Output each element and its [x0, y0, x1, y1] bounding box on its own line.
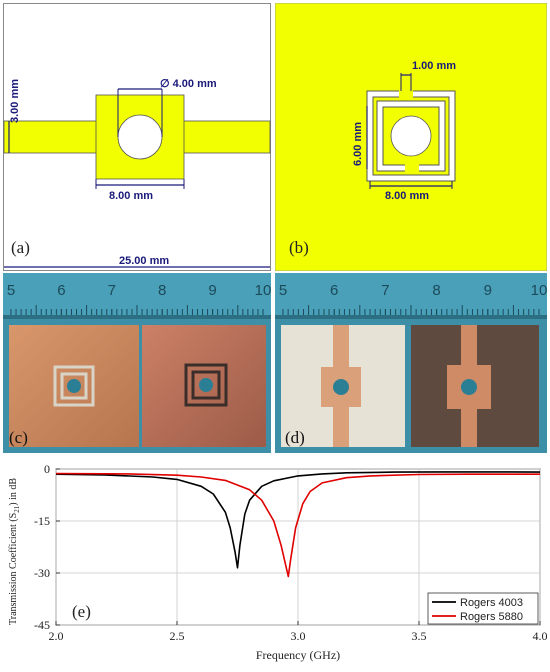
- x-tick-label: 3.0: [291, 629, 306, 643]
- ruler-number: 9: [208, 282, 216, 299]
- ruler-number: 8: [432, 282, 440, 299]
- sample-1-outer-ring: [53, 365, 95, 407]
- ruler-number: 8: [158, 282, 166, 299]
- legend-entry: Rogers 5880: [460, 611, 523, 623]
- dim-height-label: 3.00 mm: [9, 79, 21, 123]
- panel-e-label: (e): [72, 602, 91, 621]
- x-tick-label: 4.0: [533, 629, 548, 643]
- ruler-number: 5: [7, 282, 15, 299]
- center-hole: [117, 114, 163, 160]
- series-line-rogers-5880: [55, 472, 540, 578]
- sample-2-hole: [199, 378, 213, 392]
- y-tick-label: -30: [34, 566, 50, 580]
- ruler-number: 10: [255, 282, 271, 299]
- ruler-number: 5: [279, 282, 287, 299]
- panel-b-label: (b): [289, 238, 309, 257]
- resonator-hole: [390, 115, 432, 157]
- x-tick-label: 2.0: [49, 629, 64, 643]
- ruler-number: 6: [57, 282, 65, 299]
- panel-c-photo: 5 6 7 8 9 10 (c): [3, 273, 271, 453]
- panel-e-chart: 2.0 2.5 3.0 3.5 4.0 0 -15 -30 -45 Frequency (GH…: [0, 455, 550, 667]
- ruler-number: 6: [330, 282, 338, 299]
- dim-b-height-label: 6.00 mm: [352, 122, 364, 166]
- ruler-number: 9: [484, 282, 492, 299]
- dim-gap-label: 1.00 mm: [412, 60, 456, 72]
- y-tick-label: -15: [34, 514, 50, 528]
- x-axis-label: Frequency (GHz): [256, 648, 340, 662]
- series-line-rogers-4003: [55, 471, 541, 569]
- panel-a-label: (a): [11, 238, 30, 257]
- sample-4-hole: [461, 379, 477, 395]
- panel-b: 1.00 mm 6.00 mm 8.00 mm (b): [274, 2, 548, 272]
- sample-2-outer-ring: [184, 363, 228, 407]
- sample-1-hole: [67, 379, 81, 393]
- x-tick-label: 3.5: [412, 629, 427, 643]
- panel-a: ∅ 4.00 mm 8.00 mm 3.00 mm 25.00 mm (a): [3, 3, 271, 271]
- ruler-number: 10: [531, 282, 547, 299]
- y-axis-label: Transmission Coefficient (S21) in dB: [8, 478, 21, 625]
- y-tick-label: -45: [34, 618, 50, 632]
- panel-d-label: (d): [285, 428, 305, 447]
- x-tick-label: 2.5: [170, 629, 185, 643]
- dim-center-label: 8.00 mm: [109, 190, 153, 202]
- sample-2-inner-ring: [191, 370, 221, 400]
- panel-c-label: (c): [9, 428, 28, 447]
- sample-1-inner-ring: [60, 372, 88, 400]
- dim-width-label: 25.00 mm: [119, 255, 169, 267]
- dim-hole-label: ∅ 4.00 mm: [160, 78, 217, 90]
- legend: Rogers 4003 Rogers 5880: [427, 592, 539, 625]
- sample-3-hole: [333, 379, 349, 395]
- ruler-number: 7: [381, 282, 389, 299]
- panel-d-photo: 5 6 7 8 9 10 (d): [275, 273, 547, 453]
- y-tick-label: 0: [44, 462, 50, 476]
- ruler-number: 7: [108, 282, 116, 299]
- legend-entry: Rogers 4003: [460, 597, 523, 609]
- dim-b-width-label: 8.00 mm: [385, 190, 429, 202]
